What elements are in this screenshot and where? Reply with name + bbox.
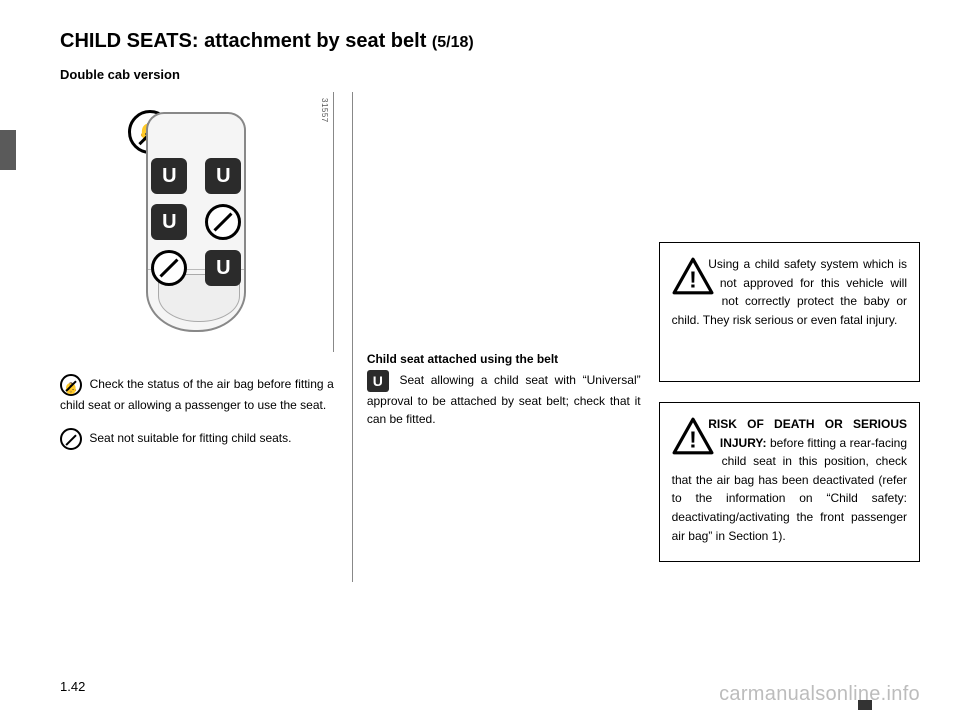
page-subtitle: Double cab version: [60, 67, 920, 82]
seat-marker-u: U: [151, 158, 187, 194]
legend-check-airbag: 👶 Check the status of the air bag before…: [60, 374, 334, 414]
seat-marker-u: U: [205, 158, 241, 194]
vehicle-diagram: 31557 👶 U U U U: [60, 92, 334, 352]
page-title: CHILD SEATS: attachment by seat belt (5/…: [60, 30, 920, 53]
svg-text:!: !: [689, 267, 697, 293]
seat-marker-u: U: [205, 250, 241, 286]
child-seat-check-icon: 👶: [60, 374, 82, 396]
diagram-code: 31557: [320, 98, 329, 123]
seat-grid: U U U U: [151, 158, 241, 286]
page-number: 1.42: [60, 679, 85, 694]
seat-marker-no: [151, 250, 187, 286]
belt-heading: Child seat attached using the belt: [367, 352, 641, 366]
watermark: carmanualsonline.info: [719, 683, 920, 706]
legend-not-suitable: Seat not suitable for fitting child seat…: [60, 428, 334, 450]
legend-text-universal: Seat allowing a child seat with “Univers…: [367, 373, 641, 426]
legend-text-1: Check the status of the air bag before f…: [60, 377, 334, 412]
title-main: CHILD SEATS: attachment by seat belt: [60, 30, 426, 52]
warning-box-approval: ! Using a child safety system which is n…: [659, 242, 920, 382]
svg-text:!: !: [689, 427, 697, 453]
print-mark: [858, 700, 872, 710]
seat-marker-no: [205, 204, 241, 240]
not-suitable-icon: [60, 428, 82, 450]
title-sub: (5/18): [432, 34, 474, 51]
section-tab: [0, 130, 16, 170]
spacer: [367, 92, 641, 352]
legend-universal: U Seat allowing a child seat with “Unive…: [367, 370, 641, 428]
universal-seat-icon: U: [367, 370, 389, 392]
legend-text-2: Seat not suitable for fitting child seat…: [89, 431, 291, 445]
seat-marker-u: U: [151, 204, 187, 240]
warning-box-airbag: ! RISK OF DEATH OR SERIOUS INJURY: befor…: [659, 402, 920, 562]
